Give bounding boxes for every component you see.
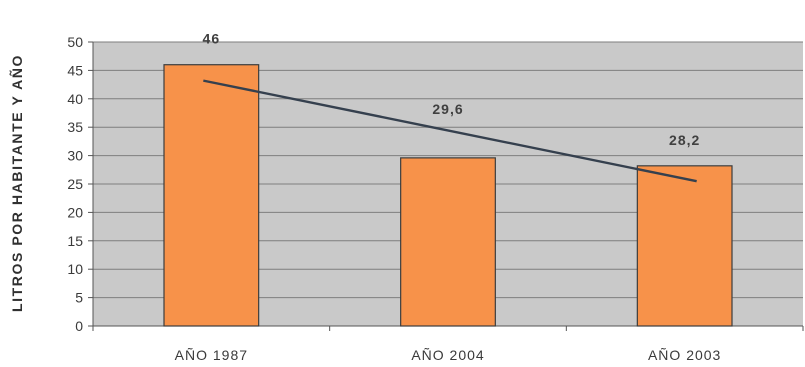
bar [400, 157, 496, 327]
y-tick-label: 35 [67, 119, 83, 135]
y-tick-label: 20 [67, 204, 83, 220]
y-tick-label: 5 [75, 290, 83, 306]
data-label: 28,2 [669, 132, 700, 148]
bar [163, 64, 260, 327]
y-tick-label: 40 [67, 91, 83, 107]
data-label: 46 [203, 31, 221, 47]
y-tick-label: 10 [67, 261, 83, 277]
bar [636, 165, 733, 327]
y-tick-label: 0 [75, 318, 83, 334]
trendline [203, 79, 697, 183]
x-tick-label: AÑO 2004 [411, 347, 484, 363]
y-tick-label: 25 [67, 176, 83, 192]
x-tick-label: AÑO 2003 [648, 347, 721, 363]
y-tick-label: 45 [67, 62, 83, 78]
data-label: 29,6 [432, 101, 463, 117]
y-tick-label: 50 [67, 34, 83, 50]
y-tick-label: 15 [67, 233, 83, 249]
y-tick-label: 30 [67, 148, 83, 164]
x-tick-label: AÑO 1987 [175, 347, 248, 363]
